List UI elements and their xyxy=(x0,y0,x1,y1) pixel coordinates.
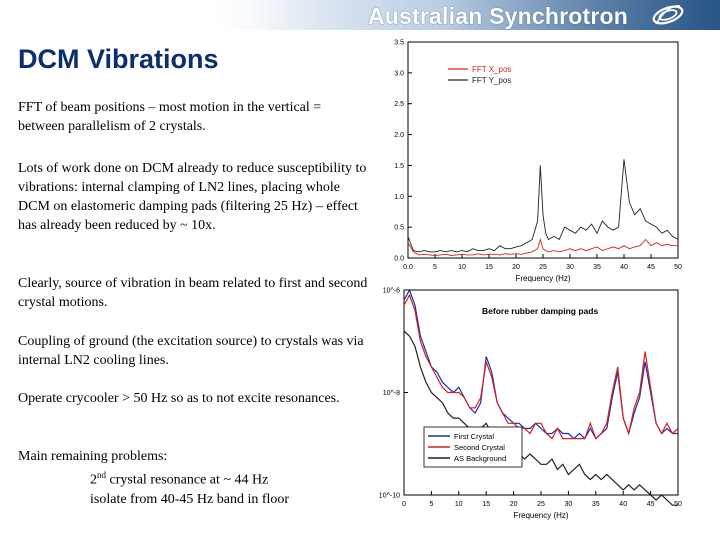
x-tick-label: 30 xyxy=(565,501,573,508)
x-axis-label: Frequency (Hz) xyxy=(515,274,570,283)
problem-resonance-prefix: 2 xyxy=(90,472,97,488)
y-tick-label: 10^-6 xyxy=(383,288,400,295)
paragraph-problems: Main remaining problems: 2nd crystal res… xyxy=(18,447,370,509)
x-tick-label: 40 xyxy=(619,501,627,508)
x-tick-label: 35 xyxy=(593,264,601,271)
x-tick-label: 45 xyxy=(647,264,655,271)
paragraph-coupling: Coupling of ground (the excitation sourc… xyxy=(18,334,364,368)
x-tick-label: 0 xyxy=(402,501,406,508)
x-tick-label: 0.0 xyxy=(403,264,413,271)
banner-gradient xyxy=(260,0,720,30)
x-tick-label: 15 xyxy=(482,501,490,508)
x-tick-label: 20 xyxy=(512,264,520,271)
problems-heading: Main remaining problems: xyxy=(18,449,168,464)
problem-resonance-sup: nd xyxy=(97,470,106,480)
x-tick-label: 25 xyxy=(537,501,545,508)
fft-chart: 0.0 5 10 15 20 25 30 35 40 45 50 0.0 0.5 1.0 1.5 2.0 2.5… xyxy=(394,40,682,284)
slide-title: DCM Vibrations xyxy=(18,44,219,74)
x-tick-label: 5 xyxy=(429,501,433,508)
x-tick-label: 20 xyxy=(510,501,518,508)
legend-label: AS Background xyxy=(454,454,506,463)
x-tick-label: 10 xyxy=(455,501,463,508)
legend-label: First Crystal xyxy=(454,432,494,441)
x-tick-label: 30 xyxy=(566,264,574,271)
paragraph-work-done: Lots of work done on DCM already to redu… xyxy=(18,161,367,233)
x-axis-label: Frequency (Hz) xyxy=(513,511,568,520)
problem-item-resonance: 2nd crystal resonance at ~ 44 Hz xyxy=(18,466,370,490)
series-line-fft-x-pos xyxy=(407,237,678,256)
x-tick-label: 10 xyxy=(458,264,466,271)
y-tick-label: 2.5 xyxy=(394,101,404,108)
brand-name: Australian Synchrotron xyxy=(368,3,628,29)
y-tick-label: 1.0 xyxy=(394,194,404,201)
x-tick-label: 15 xyxy=(485,264,493,271)
paragraph-fft: FFT of beam positions – most motion in t… xyxy=(18,100,322,134)
problem-item-isolate: isolate from 40-45 Hz band in floor xyxy=(90,491,290,507)
y-tick-label: 0.5 xyxy=(394,225,404,232)
legend-label: Second Crystal xyxy=(454,443,505,452)
x-tick-label: 25 xyxy=(539,264,547,271)
x-tick-label: 35 xyxy=(592,501,600,508)
plot-frame xyxy=(407,41,679,259)
legend-label: FFT Y_pos xyxy=(472,76,511,85)
x-tick-label: 40 xyxy=(620,264,628,271)
series-line-as-background xyxy=(403,330,678,506)
paragraph-source: Clearly, source of vibration in beam rel… xyxy=(18,276,368,310)
y-tick-label: 0.0 xyxy=(394,256,404,263)
x-tick-label: 5 xyxy=(433,264,437,271)
paragraph-cryocooler: Operate crycooler > 50 Hz so as to not e… xyxy=(18,391,340,406)
synchrotron-logo-icon xyxy=(652,5,684,25)
x-tick-label: 45 xyxy=(647,501,655,508)
x-tick-label: 50 xyxy=(674,501,682,508)
vibration-spectrum-chart: 0 5 10 15 20 25 30 35 40 45 50 10^-6 10^-8 10^-10 Freq… xyxy=(379,288,682,521)
y-tick-label: 10^-8 xyxy=(383,390,400,397)
y-tick-label: 10^-10 xyxy=(379,493,400,500)
problem-resonance-text: crystal resonance at ~ 44 Hz xyxy=(106,472,269,488)
x-tick-label: 50 xyxy=(674,264,682,271)
legend-label: FFT X_pos xyxy=(472,65,511,74)
y-tick-label: 3.5 xyxy=(394,40,404,47)
y-tick-label: 2.0 xyxy=(394,132,404,139)
series-line-first-crystal xyxy=(403,288,678,440)
y-tick-label: 3.0 xyxy=(394,70,404,77)
header-banner: Australian Synchrotron xyxy=(0,0,720,30)
series-line-fft-y-pos xyxy=(407,159,679,253)
chart-annotation: Before rubber damping pads xyxy=(482,306,598,316)
y-tick-label: 1.5 xyxy=(394,163,404,170)
series-line-second-crystal xyxy=(403,293,679,440)
